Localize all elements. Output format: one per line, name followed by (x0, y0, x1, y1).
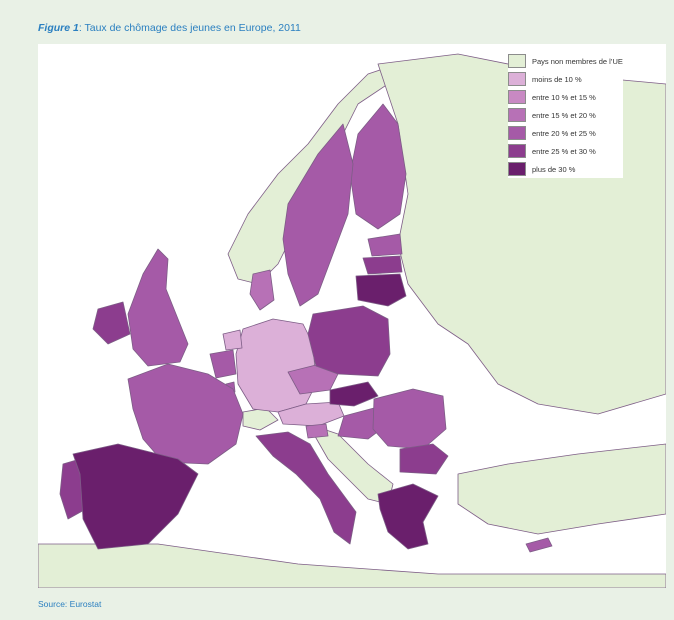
region-Czech-Republic (287, 363, 339, 395)
region-Spain (72, 443, 199, 550)
figure-label: Figure 1 (38, 22, 79, 34)
legend-swatch (508, 144, 526, 158)
region-United-Kingdom (127, 248, 189, 367)
legend-label: plus de 30 % (532, 164, 576, 174)
region-Greece (377, 483, 439, 550)
legend-item: entre 10 % et 15 % (508, 88, 623, 106)
figure-title: : Taux de chômage des jeunes en Europe, … (78, 22, 301, 34)
region-Denmark (249, 269, 275, 311)
figure-caption: Figure 1: Taux de chômage des jeunes en … (38, 22, 301, 34)
region-Estonia (367, 233, 403, 257)
legend-swatch (508, 54, 526, 68)
region-Italy (255, 431, 357, 545)
legend-item: entre 15 % et 20 % (508, 106, 623, 124)
region-Netherlands (222, 329, 243, 351)
source-note: Source: Eurostat (38, 599, 102, 609)
region-Sweden (282, 123, 354, 307)
legend-label: moins de 10 % (532, 74, 582, 84)
region-Ireland (92, 301, 131, 345)
legend-item: entre 25 % et 30 % (508, 142, 623, 160)
legend-label: entre 10 % et 15 % (532, 92, 596, 102)
region-Bulgaria (399, 443, 449, 475)
legend-swatch (508, 126, 526, 140)
legend-item: Pays non membres de l’UE (508, 52, 623, 70)
region-Germany (235, 318, 317, 413)
region-France (127, 363, 244, 465)
region-Poland (307, 305, 391, 377)
region-Finland (349, 103, 407, 230)
legend-label: entre 25 % et 30 % (532, 146, 596, 156)
region-Belgium (209, 349, 237, 379)
legend-swatch (508, 162, 526, 176)
region-Romania (372, 388, 447, 450)
legend-label: entre 20 % et 25 % (532, 128, 596, 138)
region-Slovenia (305, 423, 329, 439)
region-Slovakia (329, 381, 379, 407)
map-legend: Pays non membres de l’UE moins de 10 % e… (508, 52, 623, 178)
legend-item: entre 20 % et 25 % (508, 124, 623, 142)
region-Cyprus (525, 537, 553, 553)
region-Turkey-nonEU (457, 443, 666, 535)
legend-swatch (508, 108, 526, 122)
legend-label: Pays non membres de l’UE (532, 56, 623, 66)
legend-item: plus de 30 % (508, 160, 623, 178)
legend-swatch (508, 90, 526, 104)
legend-item: moins de 10 % (508, 70, 623, 88)
region-North-Africa-nonEU (38, 543, 666, 588)
legend-label: entre 15 % et 20 % (532, 110, 596, 120)
region-Latvia (362, 255, 403, 275)
legend-swatch (508, 72, 526, 86)
region-Lithuania (355, 273, 407, 307)
